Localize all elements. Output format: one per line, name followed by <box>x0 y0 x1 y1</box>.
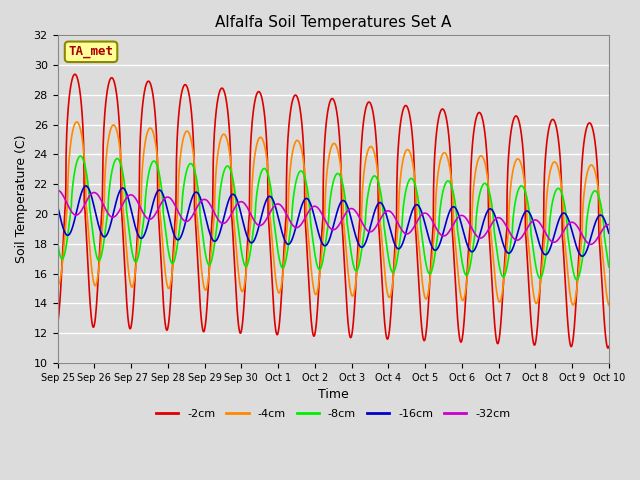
-16cm <box>86 187 93 193</box>
-32cm <box>260 220 268 226</box>
-32cm <box>282 209 289 215</box>
-16cm <box>430 247 438 253</box>
-8cm <box>172 253 179 259</box>
Legend: -2cm, -4cm, -8cm, -16cm, -32cm: -2cm, -4cm, -8cm, -16cm, -32cm <box>152 404 515 423</box>
-16cm <box>605 230 612 236</box>
-2cm <box>604 345 612 351</box>
-16cm <box>279 232 287 238</box>
Line: -32cm: -32cm <box>58 190 609 244</box>
-4cm <box>73 119 81 125</box>
-4cm <box>260 141 268 147</box>
-16cm <box>172 235 179 240</box>
-8cm <box>86 197 93 203</box>
-8cm <box>77 153 84 159</box>
-16cm <box>54 203 61 208</box>
-8cm <box>573 277 580 283</box>
-16cm <box>260 204 268 209</box>
-8cm <box>260 166 268 171</box>
-32cm <box>605 222 612 228</box>
-4cm <box>54 280 61 286</box>
-2cm <box>54 321 61 327</box>
-32cm <box>172 203 179 209</box>
-8cm <box>54 240 61 245</box>
Y-axis label: Soil Temperature (C): Soil Temperature (C) <box>15 135 28 264</box>
-4cm <box>282 242 289 248</box>
Line: -2cm: -2cm <box>58 74 609 348</box>
-8cm <box>282 259 289 264</box>
-32cm <box>85 194 93 200</box>
-2cm <box>71 72 79 77</box>
-32cm <box>278 204 286 210</box>
-16cm <box>282 239 289 245</box>
-4cm <box>279 272 287 277</box>
Title: Alfalfa Soil Temperatures Set A: Alfalfa Soil Temperatures Set A <box>215 15 451 30</box>
Line: -16cm: -16cm <box>58 186 609 256</box>
-2cm <box>279 270 287 276</box>
-2cm <box>260 108 268 114</box>
X-axis label: Time: Time <box>318 388 349 401</box>
-8cm <box>430 257 438 263</box>
-16cm <box>579 253 586 259</box>
-4cm <box>430 232 438 238</box>
-2cm <box>172 210 179 216</box>
-4cm <box>605 302 612 308</box>
Text: TA_met: TA_met <box>68 45 113 58</box>
Line: -8cm: -8cm <box>58 156 609 280</box>
-32cm <box>587 241 595 247</box>
-2cm <box>430 163 438 169</box>
-4cm <box>86 240 93 246</box>
-2cm <box>282 221 289 227</box>
-8cm <box>279 265 287 271</box>
-2cm <box>605 344 612 349</box>
-32cm <box>54 187 61 193</box>
-4cm <box>172 233 179 239</box>
-32cm <box>430 221 438 227</box>
-8cm <box>605 264 612 270</box>
Line: -4cm: -4cm <box>58 122 609 305</box>
-2cm <box>86 289 93 295</box>
-16cm <box>82 183 90 189</box>
